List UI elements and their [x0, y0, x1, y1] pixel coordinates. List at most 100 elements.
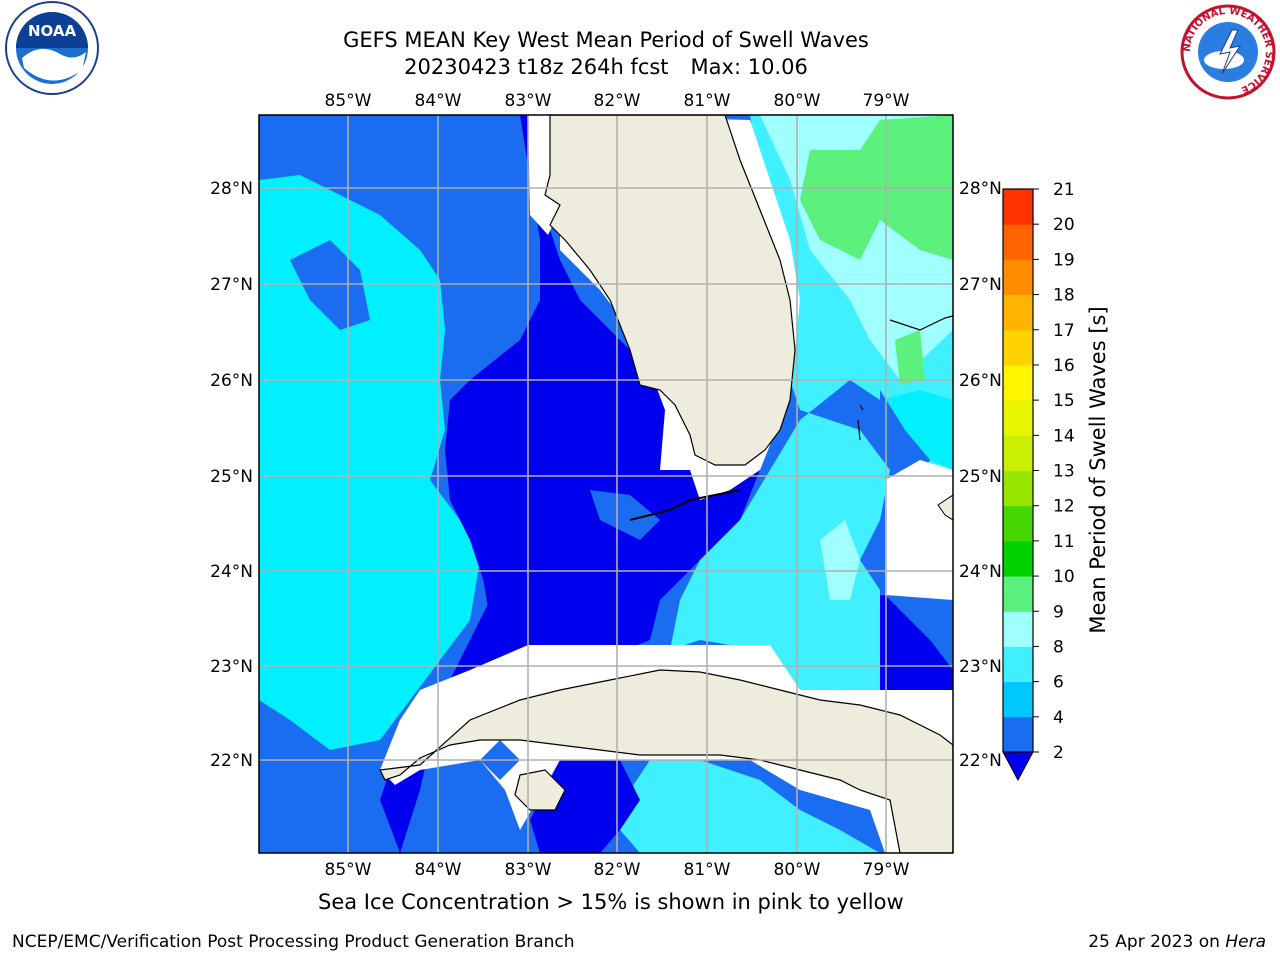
nodata-area — [885, 460, 953, 600]
florida-landmass — [544, 115, 796, 466]
colorbar-tick-label: 16 — [1053, 356, 1075, 376]
field-9-10s-patch — [895, 330, 925, 385]
colorbar-tick-label: 2 — [1053, 743, 1064, 763]
colorbar-tick-label: 18 — [1053, 286, 1075, 306]
cuba-landmass — [379, 669, 953, 853]
lat-tick-label: 26°N — [210, 371, 253, 391]
lon-tick-label: 83°W — [505, 91, 552, 111]
field-4-6s-west — [259, 175, 480, 750]
colorbar-tick-label: 6 — [1053, 673, 1064, 693]
bahamas-landmass — [937, 494, 953, 521]
lon-tick-label: 83°W — [505, 860, 552, 880]
svg-text:NOAA: NOAA — [28, 22, 77, 40]
colorbar-label: Mean Period of Swell Waves [s] — [1086, 306, 1110, 634]
lon-tick-label: 79°W — [863, 860, 910, 880]
lat-tick-label: 24°N — [959, 562, 1002, 582]
colorbar-tick-label: 12 — [1053, 497, 1075, 517]
latitude-labels-right: 28°N 27°N 26°N 25°N 24°N 23°N 22°N — [959, 179, 1002, 771]
colorbar-tick-label: 21 — [1053, 180, 1075, 200]
field-2-4s-east — [880, 390, 930, 475]
colorbar-tick-label: 13 — [1053, 462, 1075, 482]
field-2-4s-island — [590, 490, 660, 540]
national-weather-service-logo: NATIONAL WEATHER SERVICE — [1180, 4, 1276, 100]
swell-period-field — [259, 115, 953, 853]
lon-tick-label: 81°W — [684, 860, 731, 880]
noaa-logo: NOAA — [5, 1, 99, 95]
field-2-4s-pocket — [290, 240, 370, 330]
lat-tick-label: 25°N — [959, 467, 1002, 487]
lat-tick-label: 24°N — [210, 562, 253, 582]
bahamas-coastline — [889, 315, 953, 331]
map-frame — [258, 114, 954, 854]
lon-tick-label: 80°W — [774, 860, 821, 880]
colorbar-segment — [1003, 435, 1033, 471]
colorbar-segment — [1003, 470, 1033, 507]
colorbar-tick-label: 20 — [1053, 215, 1075, 235]
lon-tick-label: 82°W — [594, 860, 641, 880]
chart-subtitle: 20230423 t18z 264h fcst Max: 10.06 — [256, 54, 956, 80]
colorbar-segment — [1003, 189, 1033, 225]
colorbar-segment — [1003, 576, 1033, 612]
field-8-9s-straits — [820, 520, 860, 600]
colorbar-tick-label: 17 — [1053, 321, 1075, 341]
lat-tick-label: 28°N — [959, 179, 1002, 199]
colorbar-segment — [1003, 294, 1033, 331]
lat-tick-label: 23°N — [210, 657, 253, 677]
colorbar-segment — [1003, 681, 1033, 718]
colorbar-tick-label: 8 — [1053, 637, 1064, 657]
field-4-6s-edge — [259, 320, 320, 390]
colorbar-segment — [1003, 259, 1033, 296]
colorbar-tick-label: 4 — [1053, 708, 1064, 728]
colorbar-segment — [1003, 224, 1033, 260]
field-4-6s-east — [880, 390, 953, 470]
lon-tick-label: 85°W — [325, 91, 372, 111]
chart-title: GEFS MEAN Key West Mean Period of Swell … — [343, 28, 869, 52]
footer-host: Hera — [1225, 932, 1266, 952]
colorbar-segment — [1003, 540, 1033, 577]
colorbar-tick-label: 19 — [1053, 250, 1075, 270]
lon-tick-label: 81°W — [684, 91, 731, 111]
lon-tick-label: 80°W — [774, 91, 821, 111]
colorbar-segment — [1003, 611, 1033, 647]
colorbar-segment — [1003, 716, 1033, 753]
lat-tick-label: 28°N — [210, 179, 253, 199]
colorbar-tick-label: 11 — [1053, 532, 1075, 552]
lat-tick-label: 27°N — [210, 275, 253, 295]
latitude-labels-left: 28°N 27°N 26°N 25°N 24°N 23°N 22°N — [210, 179, 253, 771]
lon-tick-label: 82°W — [594, 91, 641, 111]
max-value-label: Max: 10.06 — [690, 55, 808, 79]
colorbar: 2 4 6 8 9 10 11 12 13 14 15 16 17 18 19 20 21 — [1002, 180, 1075, 782]
sea-ice-note: Sea Ice Concentration > 15% is shown in … — [318, 890, 904, 914]
forecast-run-label: 20230423 t18z 264h fcst — [404, 55, 669, 79]
colorbar-tick-label: 10 — [1053, 567, 1075, 587]
longitude-labels-bottom: 85°W 84°W 83°W 82°W 81°W 80°W 79°W — [325, 860, 910, 880]
lat-tick-label: 22°N — [959, 751, 1002, 771]
lat-tick-label: 26°N — [959, 371, 1002, 391]
graticule — [259, 115, 953, 853]
colorbar-segment — [1003, 646, 1033, 683]
lat-tick-label: 27°N — [959, 275, 1002, 295]
lon-tick-label: 84°W — [415, 91, 462, 111]
lat-tick-label: 25°N — [210, 467, 253, 487]
lon-tick-label: 85°W — [325, 860, 372, 880]
footer-credit: NCEP/EMC/Verification Post Processing Pr… — [12, 932, 575, 952]
colorbar-segment — [1003, 329, 1033, 366]
lon-tick-label: 84°W — [415, 860, 462, 880]
lat-tick-label: 23°N — [959, 657, 1002, 677]
bahamas-islands — [857, 404, 864, 441]
colorbar-tick-label: 9 — [1053, 602, 1064, 622]
florida-keys — [629, 489, 741, 521]
lon-tick-label: 79°W — [863, 91, 910, 111]
lat-tick-label: 22°N — [210, 751, 253, 771]
colorbar-segment — [1003, 364, 1033, 401]
colorbar-segment — [1003, 505, 1033, 542]
footer-date: 25 Apr 2023 on Hera — [1088, 932, 1266, 952]
colorbar-under-triangle — [1002, 751, 1034, 782]
field-6-8s-cuba-south — [620, 760, 880, 853]
colorbar-tick-label: 15 — [1053, 391, 1075, 411]
footer-date-text: 25 Apr 2023 on — [1088, 932, 1226, 952]
colorbar-segment — [1003, 400, 1033, 436]
longitude-labels-top: 85°W 84°W 83°W 82°W 81°W 80°W 79°W — [325, 91, 910, 111]
colorbar-tick-label: 14 — [1053, 426, 1075, 446]
